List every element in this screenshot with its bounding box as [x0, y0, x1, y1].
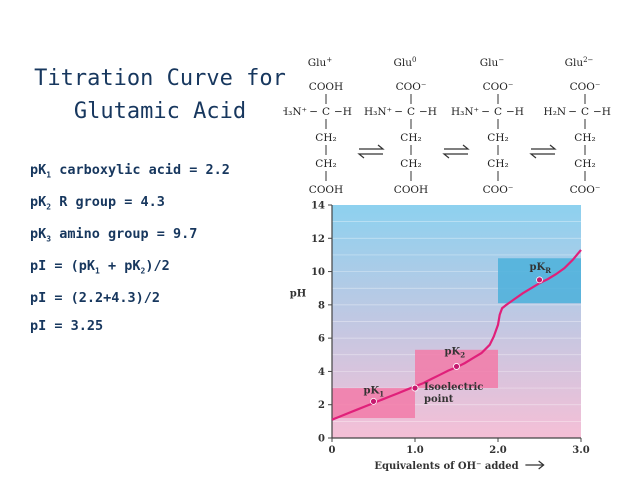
- data-point: [536, 276, 543, 284]
- titration-curve: [331, 249, 582, 421]
- y-axis-label: pH: [290, 289, 306, 300]
- side-chain-carboxyl: COO⁻: [483, 184, 514, 196]
- species-name: Glu+: [308, 56, 333, 69]
- title-line-2: Glutamic Acid: [73, 99, 247, 124]
- alpha-hydrogen: −H: [334, 106, 352, 118]
- alpha-carbon: C: [322, 106, 330, 118]
- y-tick-label: 12: [311, 234, 325, 245]
- amino-group: H₃N⁺ −: [364, 106, 403, 118]
- methylene: CH₂: [574, 132, 595, 144]
- x-axis-label: Equivalents of OH⁻ added: [374, 461, 518, 472]
- title-line-1: Titration Curve for: [34, 66, 286, 91]
- equilibrium-arrow: [531, 144, 557, 150]
- pk-label: pK1: [364, 385, 385, 398]
- methylene: CH₂: [400, 132, 421, 144]
- side-chain-carboxyl: COO⁻: [570, 184, 601, 196]
- alpha-carbon: C: [581, 106, 589, 118]
- methylene: CH₂: [487, 158, 508, 170]
- top-carboxyl: COO⁻: [483, 81, 514, 93]
- data-point: [453, 363, 460, 370]
- y-tick-label: 4: [318, 367, 325, 378]
- alpha-carbon: C: [407, 106, 415, 118]
- species-name: Glu−: [480, 56, 505, 69]
- methylene: CH₂: [487, 132, 508, 144]
- equilibrium-arrow: [444, 144, 470, 150]
- x-tick-label: 1.0: [406, 445, 423, 456]
- equilibrium-arrow: [359, 144, 385, 150]
- x-axis-arrow: [525, 460, 545, 470]
- isoelectric-label: Isoelectric: [424, 382, 483, 393]
- species-name: Glu0: [394, 56, 417, 69]
- methylene: CH₂: [315, 158, 336, 170]
- data-point: [370, 397, 377, 405]
- y-tick-label: 2: [318, 400, 325, 411]
- top-carboxyl: COOH: [309, 81, 343, 93]
- alpha-hydrogen: −H: [506, 106, 524, 118]
- species-name: Glu2−: [565, 56, 594, 69]
- x-tick-label: 0: [329, 445, 336, 456]
- y-tick-label: 0: [318, 434, 325, 445]
- y-tick-label: 10: [311, 267, 325, 278]
- glutamate-species-diagram: Glu+ COOH H₃N⁺ − C −H CH₂ CH₂ COOH Glu0 COO⁻ H₃N⁺ …: [283, 56, 611, 196]
- isoelectric-label: point: [424, 394, 454, 405]
- titration-chart: 0 2 4 6 8 10 12 14 0 1.0 2.0 3.0 pH Equivalents of OH…: [290, 201, 590, 473]
- note-pi-result: pI = 3.25: [30, 318, 104, 334]
- top-carboxyl: COO⁻: [396, 81, 427, 93]
- note-pi-values: pI = (2.2+4.3)/2: [30, 290, 161, 306]
- note-pk2: pK2 R group = 4.3: [30, 194, 165, 212]
- x-tick-label: 3.0: [572, 445, 589, 456]
- methylene: CH₂: [400, 158, 421, 170]
- note-pi-formula: pI = (pK1 + pK2)/2: [30, 258, 170, 276]
- amino-group: H₃N⁺ −: [451, 106, 490, 118]
- y-tick-label: 6: [318, 334, 325, 345]
- side-chain-carboxyl: COOH: [394, 184, 428, 196]
- y-tick-label: 8: [318, 300, 325, 311]
- alpha-carbon: C: [494, 106, 502, 118]
- y-tick-label: 14: [311, 201, 325, 212]
- alpha-hydrogen: −H: [593, 106, 611, 118]
- amino-group: H₃N⁺ −: [283, 106, 318, 118]
- methylene: CH₂: [574, 158, 595, 170]
- x-tick-label: 2.0: [489, 445, 506, 456]
- equilibrium-arrow: [442, 153, 468, 159]
- slide-title: Titration Curve for Glutamic Acid: [20, 62, 300, 128]
- pk-label: pK2: [445, 346, 466, 359]
- note-pk1: pK1 carboxylic acid = 2.2: [30, 162, 230, 180]
- equilibrium-arrow: [357, 153, 383, 159]
- amino-group: H₂N −: [544, 106, 577, 118]
- alpha-hydrogen: −H: [419, 106, 437, 118]
- pk-label: pKR: [530, 262, 552, 275]
- equilibrium-arrow: [529, 153, 555, 159]
- side-chain-carboxyl: COOH: [309, 184, 343, 196]
- note-pk3: pK3 amino group = 9.7: [30, 226, 198, 244]
- top-carboxyl: COO⁻: [570, 81, 601, 93]
- data-point: [411, 384, 419, 392]
- methylene: CH₂: [315, 132, 336, 144]
